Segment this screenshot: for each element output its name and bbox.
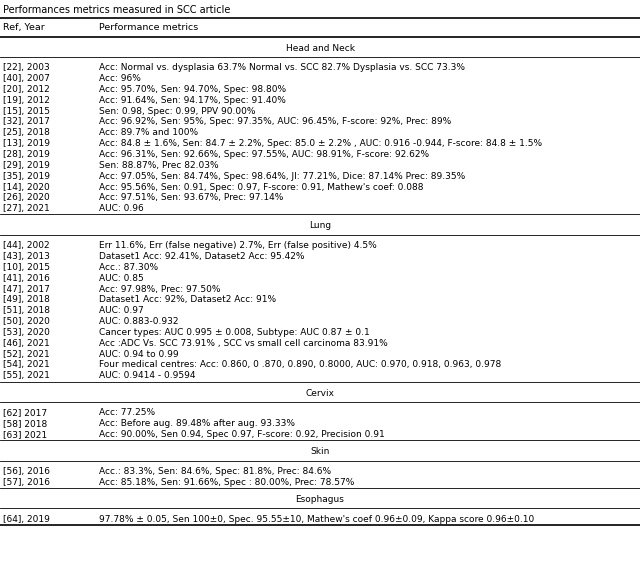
Text: [53], 2020: [53], 2020 <box>3 328 50 337</box>
Text: [32], 2017: [32], 2017 <box>3 117 50 126</box>
Text: [50], 2020: [50], 2020 <box>3 317 50 326</box>
Text: Cancer types: AUC 0.995 ± 0.008, Subtype: AUC 0.87 ± 0.1: Cancer types: AUC 0.995 ± 0.008, Subtype… <box>99 328 370 337</box>
Text: Acc: 95.56%, Sen: 0.91, Spec: 0.97, F-score: 0.91, Mathew's coef: 0.088: Acc: 95.56%, Sen: 0.91, Spec: 0.97, F-sc… <box>99 182 424 192</box>
Text: Sen: 0.98, Spec: 0.99, PPV 90.00%: Sen: 0.98, Spec: 0.99, PPV 90.00% <box>99 106 256 116</box>
Text: AUC: 0.94 to 0.99: AUC: 0.94 to 0.99 <box>99 349 179 359</box>
Text: [28], 2019: [28], 2019 <box>3 150 50 159</box>
Text: [49], 2018: [49], 2018 <box>3 295 50 304</box>
Text: 97.78% ± 0.05, Sen 100±0, Spec. 95.55±10, Mathew's coef 0.96±0.09, Kappa score 0: 97.78% ± 0.05, Sen 100±0, Spec. 95.55±10… <box>99 515 534 524</box>
Text: [40], 2007: [40], 2007 <box>3 74 50 83</box>
Text: Lung: Lung <box>309 221 331 231</box>
Text: [57], 2016: [57], 2016 <box>3 478 50 487</box>
Text: Cervix: Cervix <box>305 388 335 398</box>
Text: Acc: 77.25%: Acc: 77.25% <box>99 408 156 418</box>
Text: [56], 2016: [56], 2016 <box>3 467 50 476</box>
Text: [15], 2015: [15], 2015 <box>3 106 50 116</box>
Text: [58] 2018: [58] 2018 <box>3 419 47 428</box>
Text: [29], 2019: [29], 2019 <box>3 161 50 170</box>
Text: [14], 2020: [14], 2020 <box>3 182 50 192</box>
Text: Performance metrics: Performance metrics <box>99 23 198 32</box>
Text: [41], 2016: [41], 2016 <box>3 274 50 283</box>
Text: [35], 2019: [35], 2019 <box>3 172 50 181</box>
Text: [20], 2012: [20], 2012 <box>3 85 50 94</box>
Text: Acc: 89.7% and 100%: Acc: 89.7% and 100% <box>99 128 198 137</box>
Text: Acc: 96%: Acc: 96% <box>99 74 141 83</box>
Text: [27], 2021: [27], 2021 <box>3 204 50 213</box>
Text: [44], 2002: [44], 2002 <box>3 241 50 250</box>
Text: [13], 2019: [13], 2019 <box>3 139 50 148</box>
Text: Acc :ADC Vs. SCC 73.91% , SCC vs small cell carcinoma 83.91%: Acc :ADC Vs. SCC 73.91% , SCC vs small c… <box>99 339 388 348</box>
Text: [55], 2021: [55], 2021 <box>3 371 50 380</box>
Text: Ref, Year: Ref, Year <box>3 23 45 32</box>
Text: [62] 2017: [62] 2017 <box>3 408 47 418</box>
Text: Dataset1 Acc: 92.41%, Dataset2 Acc: 95.42%: Dataset1 Acc: 92.41%, Dataset2 Acc: 95.4… <box>99 252 305 261</box>
Text: [43], 2013: [43], 2013 <box>3 252 50 261</box>
Text: Acc: 96.31%, Sen: 92.66%, Spec: 97.55%, AUC: 98.91%, F-score: 92.62%: Acc: 96.31%, Sen: 92.66%, Spec: 97.55%, … <box>99 150 429 159</box>
Text: AUC: 0.9414 - 0.9594: AUC: 0.9414 - 0.9594 <box>99 371 196 380</box>
Text: AUC: 0.97: AUC: 0.97 <box>99 306 144 315</box>
Text: [51], 2018: [51], 2018 <box>3 306 50 315</box>
Text: Acc: 84.8 ± 1.6%, Sen: 84.7 ± 2.2%, Spec: 85.0 ± 2.2% , AUC: 0.916 -0.944, F-sco: Acc: 84.8 ± 1.6%, Sen: 84.7 ± 2.2%, Spec… <box>99 139 542 148</box>
Text: [47], 2017: [47], 2017 <box>3 285 50 293</box>
Text: Acc: 91.64%, Sen: 94.17%, Spec: 91.40%: Acc: 91.64%, Sen: 94.17%, Spec: 91.40% <box>99 96 286 105</box>
Text: Acc: 97.05%, Sen: 84.74%, Spec: 98.64%, JI: 77.21%, Dice: 87.14% Prec: 89.35%: Acc: 97.05%, Sen: 84.74%, Spec: 98.64%, … <box>99 172 465 181</box>
Text: Acc.: 87.30%: Acc.: 87.30% <box>99 263 158 272</box>
Text: [25], 2018: [25], 2018 <box>3 128 50 137</box>
Text: Acc: 90.00%, Sen 0.94, Spec 0.97, F-score: 0.92, Precision 0.91: Acc: 90.00%, Sen 0.94, Spec 0.97, F-scor… <box>99 430 385 439</box>
Text: Head and Neck: Head and Neck <box>285 43 355 53</box>
Text: AUC: 0.85: AUC: 0.85 <box>99 274 144 283</box>
Text: [63] 2021: [63] 2021 <box>3 430 47 439</box>
Text: [52], 2021: [52], 2021 <box>3 349 50 359</box>
Text: Err 11.6%, Err (false negative) 2.7%, Err (false positive) 4.5%: Err 11.6%, Err (false negative) 2.7%, Er… <box>99 241 377 250</box>
Text: [64], 2019: [64], 2019 <box>3 515 50 524</box>
Text: Performances metrics measured in SCC article: Performances metrics measured in SCC art… <box>3 5 230 15</box>
Text: AUC: 0.96: AUC: 0.96 <box>99 204 144 213</box>
Text: Acc: 97.51%, Sen: 93.67%, Prec: 97.14%: Acc: 97.51%, Sen: 93.67%, Prec: 97.14% <box>99 193 284 202</box>
Text: AUC: 0.883-0.932: AUC: 0.883-0.932 <box>99 317 179 326</box>
Text: Acc.: 83.3%, Sen: 84.6%, Spec: 81.8%, Prec: 84.6%: Acc.: 83.3%, Sen: 84.6%, Spec: 81.8%, Pr… <box>99 467 332 476</box>
Text: Esophagus: Esophagus <box>296 495 344 504</box>
Text: Acc: 85.18%, Sen: 91.66%, Spec : 80.00%, Prec: 78.57%: Acc: 85.18%, Sen: 91.66%, Spec : 80.00%,… <box>99 478 355 487</box>
Text: Acc: Before aug. 89.48% after aug. 93.33%: Acc: Before aug. 89.48% after aug. 93.33… <box>99 419 295 428</box>
Text: Skin: Skin <box>310 447 330 456</box>
Text: Acc: 97.98%, Prec: 97.50%: Acc: 97.98%, Prec: 97.50% <box>99 285 221 293</box>
Text: Acc: 95.70%, Sen: 94.70%, Spec: 98.80%: Acc: 95.70%, Sen: 94.70%, Spec: 98.80% <box>99 85 286 94</box>
Text: Four medical centres: Acc: 0.860, 0 .870, 0.890, 0.8000, AUC: 0.970, 0.918, 0.96: Four medical centres: Acc: 0.860, 0 .870… <box>99 360 502 370</box>
Text: [26], 2020: [26], 2020 <box>3 193 50 202</box>
Text: [22], 2003: [22], 2003 <box>3 63 50 72</box>
Text: [46], 2021: [46], 2021 <box>3 339 50 348</box>
Text: [10], 2015: [10], 2015 <box>3 263 50 272</box>
Text: Acc: 96.92%, Sen: 95%, Spec: 97.35%, AUC: 96.45%, F-score: 92%, Prec: 89%: Acc: 96.92%, Sen: 95%, Spec: 97.35%, AUC… <box>99 117 451 126</box>
Text: [54], 2021: [54], 2021 <box>3 360 50 370</box>
Text: Dataset1 Acc: 92%, Dataset2 Acc: 91%: Dataset1 Acc: 92%, Dataset2 Acc: 91% <box>99 295 276 304</box>
Text: Acc: Normal vs. dysplasia 63.7% Normal vs. SCC 82.7% Dysplasia vs. SCC 73.3%: Acc: Normal vs. dysplasia 63.7% Normal v… <box>99 63 465 72</box>
Text: Sen: 88.87%, Prec 82.03%: Sen: 88.87%, Prec 82.03% <box>99 161 219 170</box>
Text: [19], 2012: [19], 2012 <box>3 96 50 105</box>
